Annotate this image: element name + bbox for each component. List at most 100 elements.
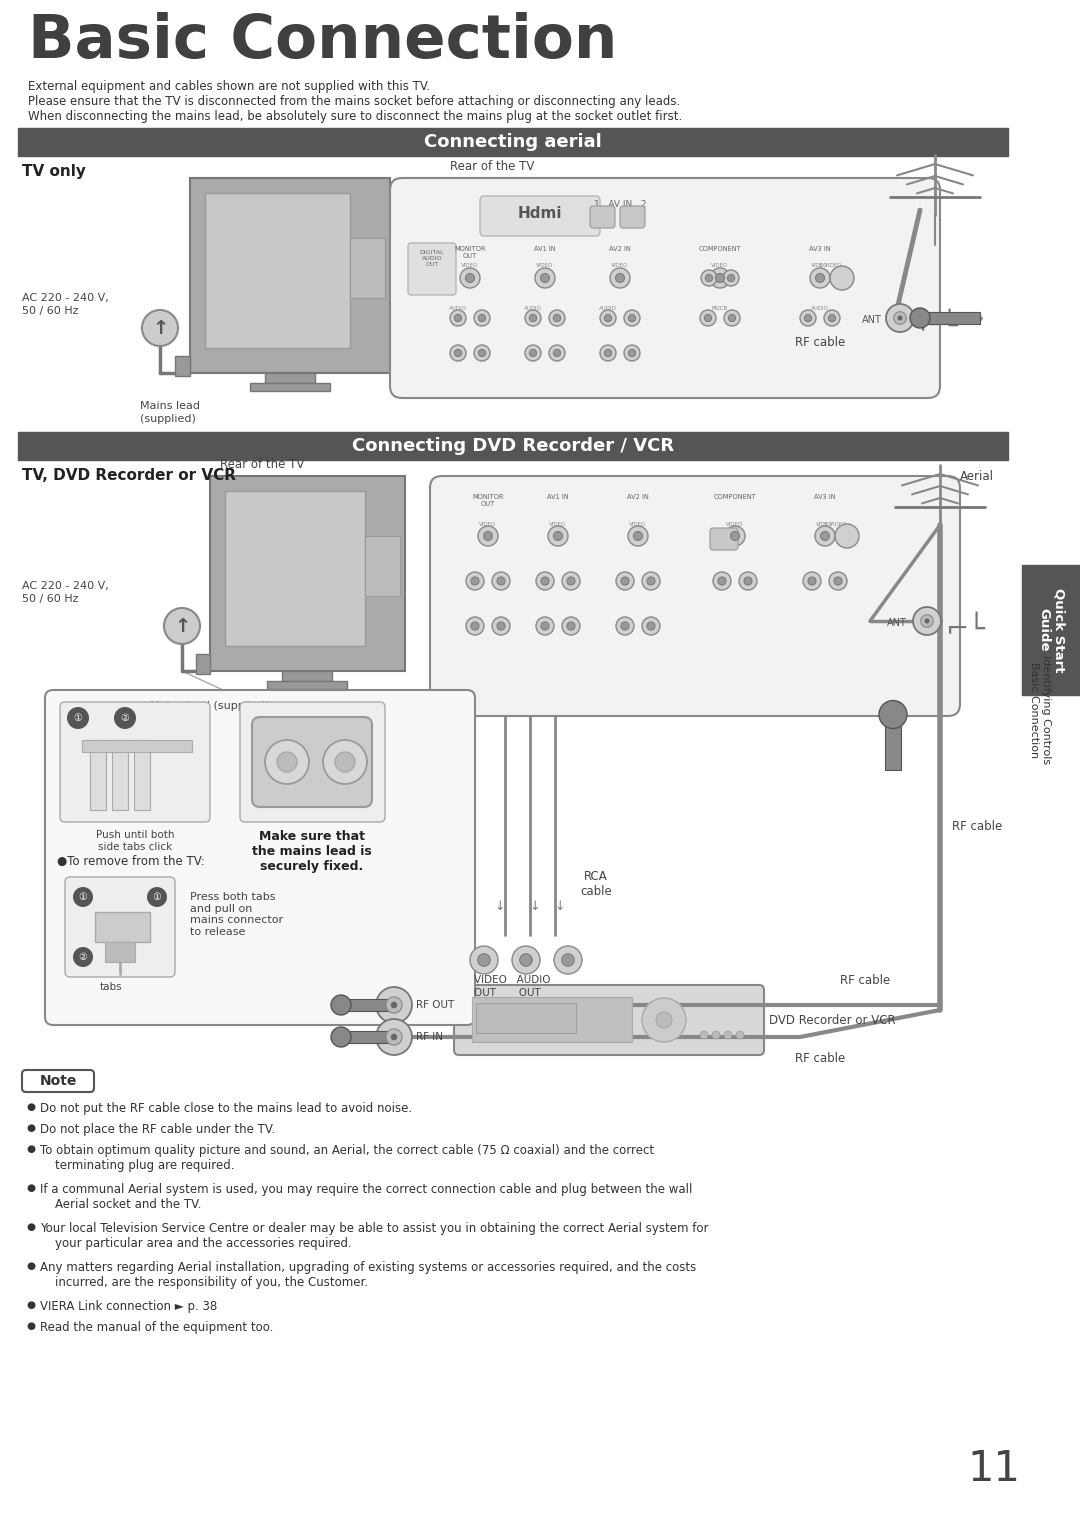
Bar — [282, 670, 332, 681]
Circle shape — [465, 617, 484, 635]
Text: 50 / 60 Hz: 50 / 60 Hz — [22, 594, 79, 605]
Circle shape — [723, 270, 739, 286]
Circle shape — [621, 621, 629, 631]
Text: VIDEO: VIDEO — [727, 522, 744, 527]
Circle shape — [330, 996, 351, 1015]
Circle shape — [147, 887, 167, 907]
Circle shape — [712, 1031, 720, 1038]
Circle shape — [471, 577, 480, 585]
Text: ●: ● — [26, 1183, 35, 1193]
Text: Hdmi: Hdmi — [517, 206, 563, 221]
Circle shape — [810, 269, 831, 289]
Bar — [341, 1031, 391, 1043]
Bar — [350, 238, 384, 298]
Circle shape — [477, 954, 490, 967]
Circle shape — [616, 617, 634, 635]
Circle shape — [805, 315, 811, 322]
Circle shape — [924, 618, 930, 623]
Text: AV3 IN: AV3 IN — [814, 495, 836, 499]
Text: Aerial: Aerial — [960, 470, 994, 483]
Text: ①: ① — [79, 892, 87, 902]
Circle shape — [710, 269, 730, 289]
Circle shape — [829, 573, 847, 589]
Circle shape — [478, 350, 486, 357]
Text: ①: ① — [73, 713, 82, 722]
Circle shape — [525, 345, 541, 360]
Text: S VIDEO: S VIDEO — [824, 522, 847, 527]
Circle shape — [541, 621, 549, 631]
Bar — [249, 383, 330, 391]
Bar — [472, 997, 632, 1041]
Text: VIDEO   AUDIO: VIDEO AUDIO — [474, 976, 551, 985]
Bar — [95, 912, 150, 942]
Circle shape — [824, 310, 840, 325]
Text: ②: ② — [79, 951, 87, 962]
Circle shape — [492, 573, 510, 589]
Circle shape — [815, 273, 824, 282]
Text: Do not place the RF cable under the TV.: Do not place the RF cable under the TV. — [40, 1122, 275, 1136]
Text: VIDEO: VIDEO — [811, 263, 828, 269]
Circle shape — [728, 275, 734, 281]
Circle shape — [497, 577, 505, 585]
Text: VIERA Link connection ► p. 38: VIERA Link connection ► p. 38 — [40, 1299, 217, 1313]
Bar — [105, 942, 135, 962]
Text: Note: Note — [39, 1073, 77, 1089]
Bar — [90, 741, 106, 809]
Text: ↓: ↓ — [495, 899, 505, 913]
Circle shape — [276, 751, 297, 773]
Bar — [175, 356, 190, 376]
Text: OUT       OUT: OUT OUT — [474, 988, 541, 999]
Text: RF cable: RF cable — [840, 974, 890, 986]
Circle shape — [715, 273, 725, 282]
Circle shape — [725, 525, 745, 547]
Circle shape — [335, 751, 355, 773]
Bar — [195, 654, 210, 673]
Circle shape — [554, 531, 563, 541]
Bar — [190, 179, 390, 373]
Text: RCA
cable: RCA cable — [580, 870, 611, 898]
Text: ANT: ANT — [887, 618, 907, 628]
Text: ↑: ↑ — [174, 617, 190, 635]
Circle shape — [705, 275, 713, 281]
Text: Any matters regarding Aerial installation, upgrading of existing systems or acce: Any matters regarding Aerial installatio… — [40, 1261, 697, 1289]
Text: To obtain optimum quality picture and sound, an Aerial, the correct cable (75 Ω : To obtain optimum quality picture and so… — [40, 1144, 654, 1173]
Circle shape — [724, 310, 740, 325]
FancyBboxPatch shape — [590, 206, 615, 228]
Circle shape — [739, 573, 757, 589]
Circle shape — [450, 345, 465, 360]
Text: ●: ● — [26, 1102, 35, 1112]
Text: If a communal Aerial system is used, you may require the correct connection cabl: If a communal Aerial system is used, you… — [40, 1183, 692, 1211]
Circle shape — [470, 947, 498, 974]
Text: (supplied): (supplied) — [140, 414, 195, 425]
Circle shape — [471, 621, 480, 631]
Text: AUDIO: AUDIO — [599, 305, 617, 312]
Text: AUDIO: AUDIO — [811, 305, 829, 312]
Circle shape — [460, 269, 480, 289]
Circle shape — [114, 707, 136, 728]
Bar — [112, 741, 129, 809]
Circle shape — [724, 1031, 732, 1038]
Text: DIGITAL
AUDIO
OUT: DIGITAL AUDIO OUT — [420, 250, 444, 267]
Text: ①: ① — [152, 892, 161, 902]
FancyBboxPatch shape — [710, 528, 738, 550]
Text: AC 220 - 240 V,: AC 220 - 240 V, — [22, 580, 109, 591]
Circle shape — [910, 308, 930, 328]
Circle shape — [484, 531, 492, 541]
Circle shape — [376, 1019, 411, 1055]
Text: AV1 IN: AV1 IN — [535, 246, 556, 252]
Circle shape — [656, 1012, 672, 1028]
Text: TV, DVD Recorder or VCR: TV, DVD Recorder or VCR — [22, 467, 237, 483]
Circle shape — [265, 741, 309, 783]
FancyBboxPatch shape — [45, 690, 475, 1025]
Bar — [885, 715, 902, 770]
FancyBboxPatch shape — [480, 195, 600, 237]
Text: ●To remove from the TV:: ●To remove from the TV: — [57, 855, 205, 867]
Circle shape — [804, 573, 821, 589]
Circle shape — [497, 621, 505, 631]
Text: Connecting aerial: Connecting aerial — [424, 133, 602, 151]
Circle shape — [834, 577, 842, 585]
Circle shape — [744, 577, 752, 585]
Bar — [267, 681, 347, 689]
Circle shape — [600, 310, 616, 325]
Text: COMPONENT: COMPONENT — [699, 246, 741, 252]
